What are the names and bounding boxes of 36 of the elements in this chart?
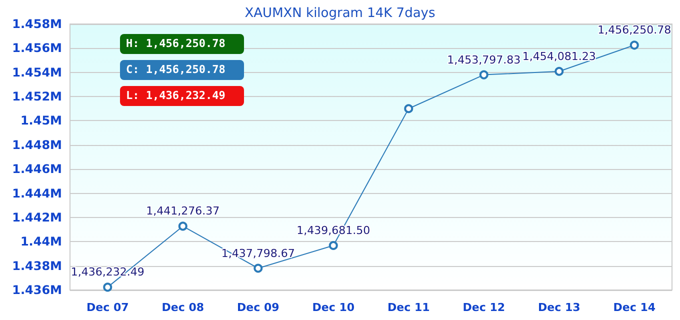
point <box>554 66 564 76</box>
y-tick-label: 1.45M <box>20 114 62 128</box>
chart-title: XAUMXN kilogram 14K 7days <box>244 6 436 21</box>
x-tick-label: Dec 09 <box>237 301 280 314</box>
point <box>178 222 188 231</box>
x-tick-label: Dec 13 <box>538 301 580 314</box>
y-tick-label: 1.436M <box>12 283 62 297</box>
annotation: L: 1,436,232.49 <box>126 89 226 102</box>
y-tick-label: 1.442M <box>12 210 62 224</box>
y-tick-label: 1.444M <box>12 186 62 200</box>
y-tick-label: 1.44M <box>20 234 62 249</box>
x-tick-label: Dec 07 <box>86 301 129 314</box>
point <box>103 282 112 292</box>
y-tick-label: 1.454M <box>12 65 62 80</box>
point <box>254 264 263 273</box>
y-tick-label: 1.456M <box>12 41 62 56</box>
data-label: 1,441,276.37 <box>146 204 220 218</box>
data-label: 1,456,250.78 <box>598 24 672 37</box>
x-tick-label: Dec 11 <box>388 301 430 314</box>
x-tick-label: Dec 10 <box>312 301 355 314</box>
point <box>328 240 338 250</box>
x-tick-label: Dec 14 <box>613 301 656 314</box>
x-tick-label: Dec 12 <box>462 301 505 314</box>
point <box>479 70 488 80</box>
x-tick-label: Dec 08 <box>162 301 204 314</box>
point <box>630 40 639 50</box>
annotation: C: 1,456,250.78 <box>126 63 226 76</box>
data-label: 1,453,797.83 <box>447 53 521 66</box>
annotation: H: 1,456,250.78 <box>126 37 226 50</box>
point <box>404 104 414 114</box>
y-tick-label: 1.458M <box>12 17 62 31</box>
data-label: 1,454,081.23 <box>522 50 596 63</box>
y-tick-label: 1.452M <box>12 90 62 104</box>
y-tick-label: 1.448M <box>12 138 62 152</box>
y-tick-label: 1.446M <box>12 162 62 176</box>
y-tick-label: 1.438M <box>12 258 62 273</box>
